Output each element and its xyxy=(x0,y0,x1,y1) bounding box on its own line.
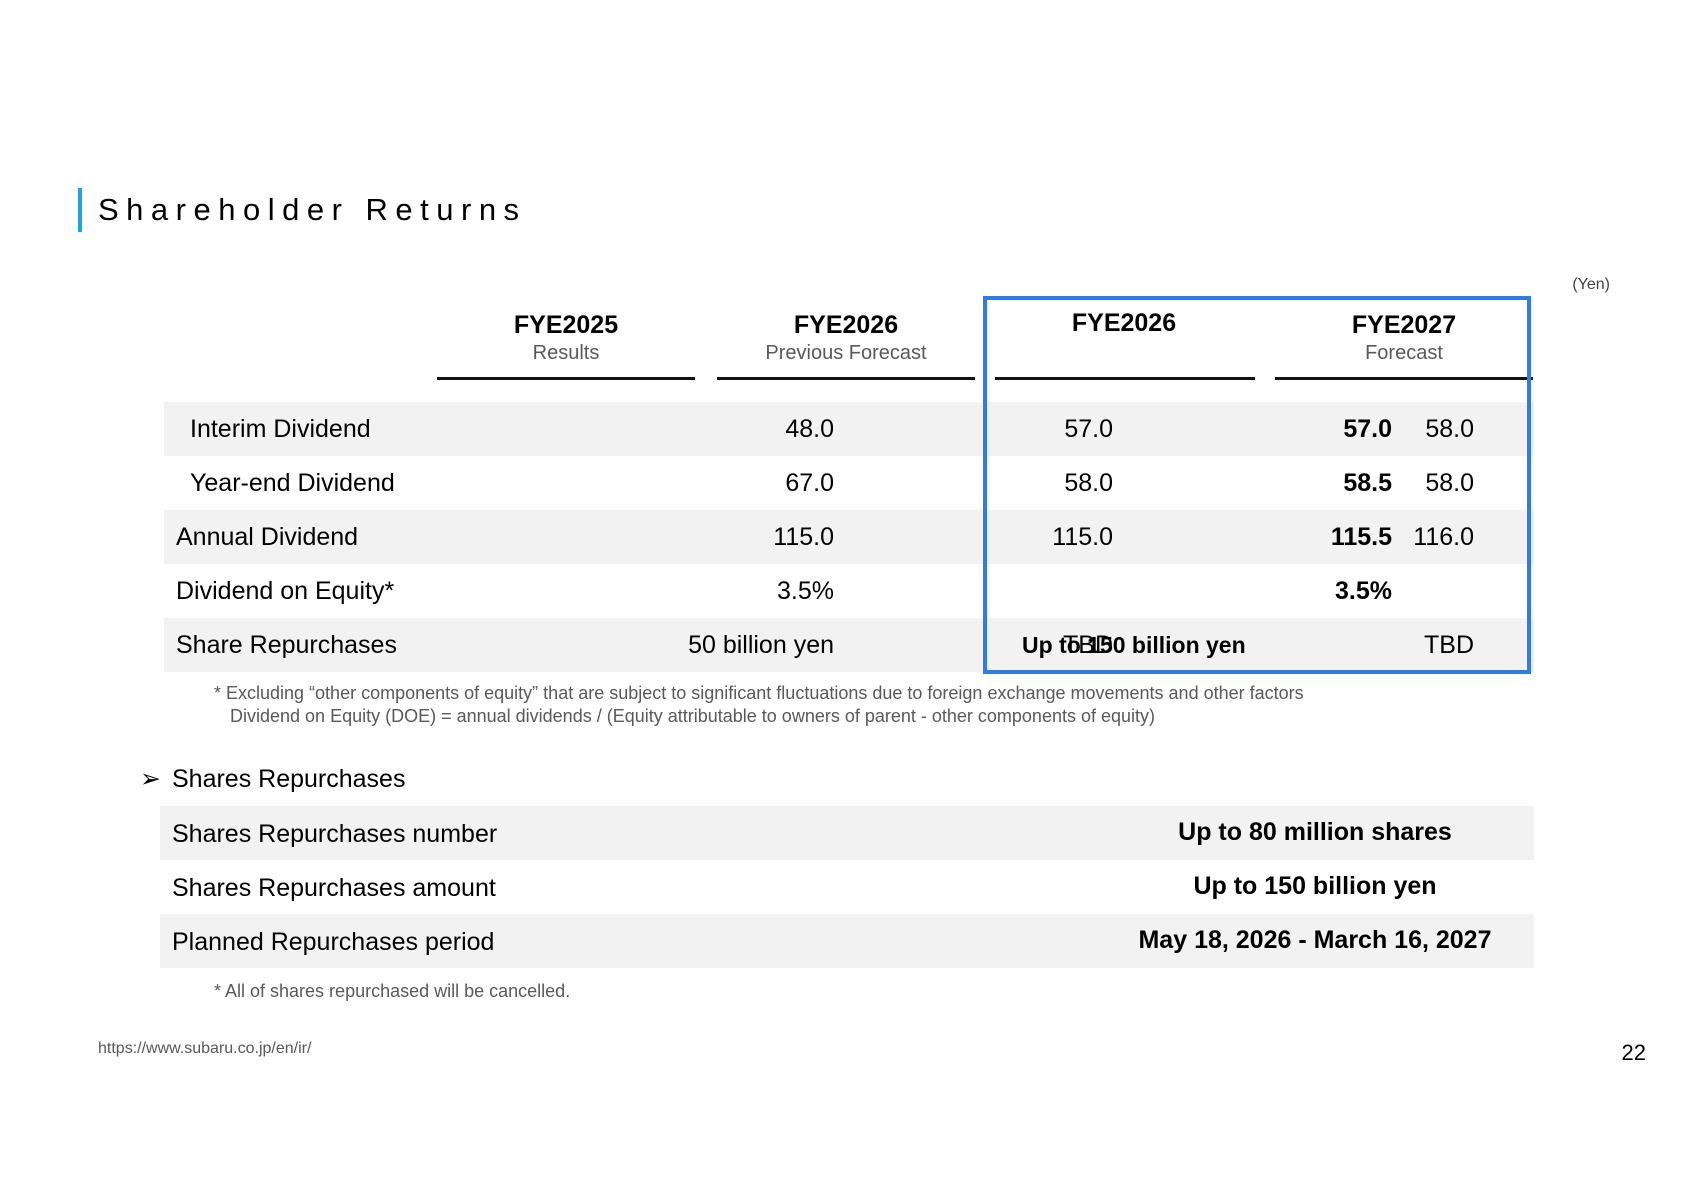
column-year: FYE2027 xyxy=(1351,311,1457,339)
value-fye2026-previous: 115.0 xyxy=(1052,523,1113,551)
value-fye2026: 115.5 xyxy=(1330,523,1392,551)
column-year: FYE2026 xyxy=(793,311,899,339)
forecast-highlight-box xyxy=(983,296,1531,674)
value-fye2026-previous: 57.0 xyxy=(1064,415,1113,443)
row-label: Dividend on Equity* xyxy=(176,577,395,605)
value-fye2027: 58.0 xyxy=(1425,415,1474,443)
row-label: Share Repurchases xyxy=(176,631,397,659)
column-year: FYE2025 xyxy=(513,311,619,339)
value-fye2025: 3.5% xyxy=(777,577,834,605)
table-row: Dividend on Equity* 3.5% 3.5% xyxy=(164,564,1534,618)
repurchase-label: Shares Repurchases number xyxy=(172,820,498,848)
column-underline xyxy=(995,377,1255,380)
footer-url[interactable]: https://www.subaru.co.jp/en/ir/ xyxy=(98,1040,312,1057)
column-underline xyxy=(717,377,975,380)
row-label: Interim Dividend xyxy=(190,415,371,443)
table-row: Interim Dividend 48.0 57.0 57.0 58.0 xyxy=(164,402,1534,456)
value-fye2026: 58.5 xyxy=(1343,469,1392,497)
column-header-fye2026-previous: FYE2026 Previous Forecast xyxy=(717,310,975,365)
title-accent-bar xyxy=(78,188,82,232)
column-subtitle: Results xyxy=(532,342,600,364)
footnote-doe-formula: Dividend on Equity (DOE) = annual divide… xyxy=(230,706,1156,726)
value-fye2026-previous: 58.0 xyxy=(1064,469,1113,497)
repurchase-row: Planned Repurchases period May 18, 2026 … xyxy=(160,914,1534,968)
repurchase-value: May 18, 2026 - March 16, 2027 xyxy=(1138,926,1492,954)
footnote-cancellation: * All of shares repurchased will be canc… xyxy=(214,981,571,1001)
repurchase-value: Up to 80 million shares xyxy=(1178,818,1452,846)
row-label: Annual Dividend xyxy=(176,523,359,551)
section-heading-text: Shares Repurchases xyxy=(172,765,406,793)
value-fye2025: 67.0 xyxy=(785,469,834,497)
row-label: Year-end Dividend xyxy=(190,469,395,497)
repurchase-label: Planned Repurchases period xyxy=(172,928,495,956)
column-header-fye2026: FYE2026 xyxy=(995,308,1253,363)
repurchase-row: Shares Repurchases number Up to 80 milli… xyxy=(160,806,1534,860)
value-fye2027: TBD xyxy=(1424,631,1474,659)
repurchase-row: Shares Repurchases amount Up to 150 bill… xyxy=(160,860,1534,914)
column-underline xyxy=(1275,377,1533,380)
value-fye2027: 116.0 xyxy=(1413,523,1474,551)
value-fye2025: 48.0 xyxy=(785,415,834,443)
value-fye2026: 57.0 xyxy=(1343,415,1392,443)
table-row: Share Repurchases 50 billion yen TBD Up … xyxy=(164,618,1534,672)
value-fye2025: 50 billion yen xyxy=(688,631,834,659)
table-row: Annual Dividend 115.0 115.0 115.5 116.0 xyxy=(164,510,1534,564)
footnote-doe-definition: * Excluding “other components of equity”… xyxy=(214,683,1304,703)
column-subtitle: Previous Forecast xyxy=(765,342,927,364)
section-heading-repurchases: ➢ Shares Repurchases xyxy=(140,762,405,796)
column-year: FYE2026 xyxy=(1071,309,1177,337)
page-number: 22 xyxy=(1621,1040,1646,1065)
page-title: Shareholder Returns xyxy=(98,192,527,227)
repurchase-label: Shares Repurchases amount xyxy=(172,874,496,902)
value-fye2026: Up to 150 billion yen xyxy=(1022,632,1246,658)
unit-label: (Yen) xyxy=(1572,276,1610,293)
bullet-arrow-icon: ➢ xyxy=(140,765,161,793)
table-row: Year-end Dividend 67.0 58.0 58.5 58.0 xyxy=(164,456,1534,510)
column-underline xyxy=(437,377,695,380)
column-header-fye2027: FYE2027 Forecast xyxy=(1275,310,1533,365)
value-fye2027: 58.0 xyxy=(1425,469,1474,497)
column-subtitle: Forecast xyxy=(1365,342,1443,364)
value-fye2026: 3.5% xyxy=(1335,577,1392,605)
value-fye2025: 115.0 xyxy=(773,523,834,551)
value-fye2026-previous: TBD xyxy=(1063,631,1113,659)
repurchase-value: Up to 150 billion yen xyxy=(1193,872,1437,900)
column-header-fye2025: FYE2025 Results xyxy=(437,310,695,365)
